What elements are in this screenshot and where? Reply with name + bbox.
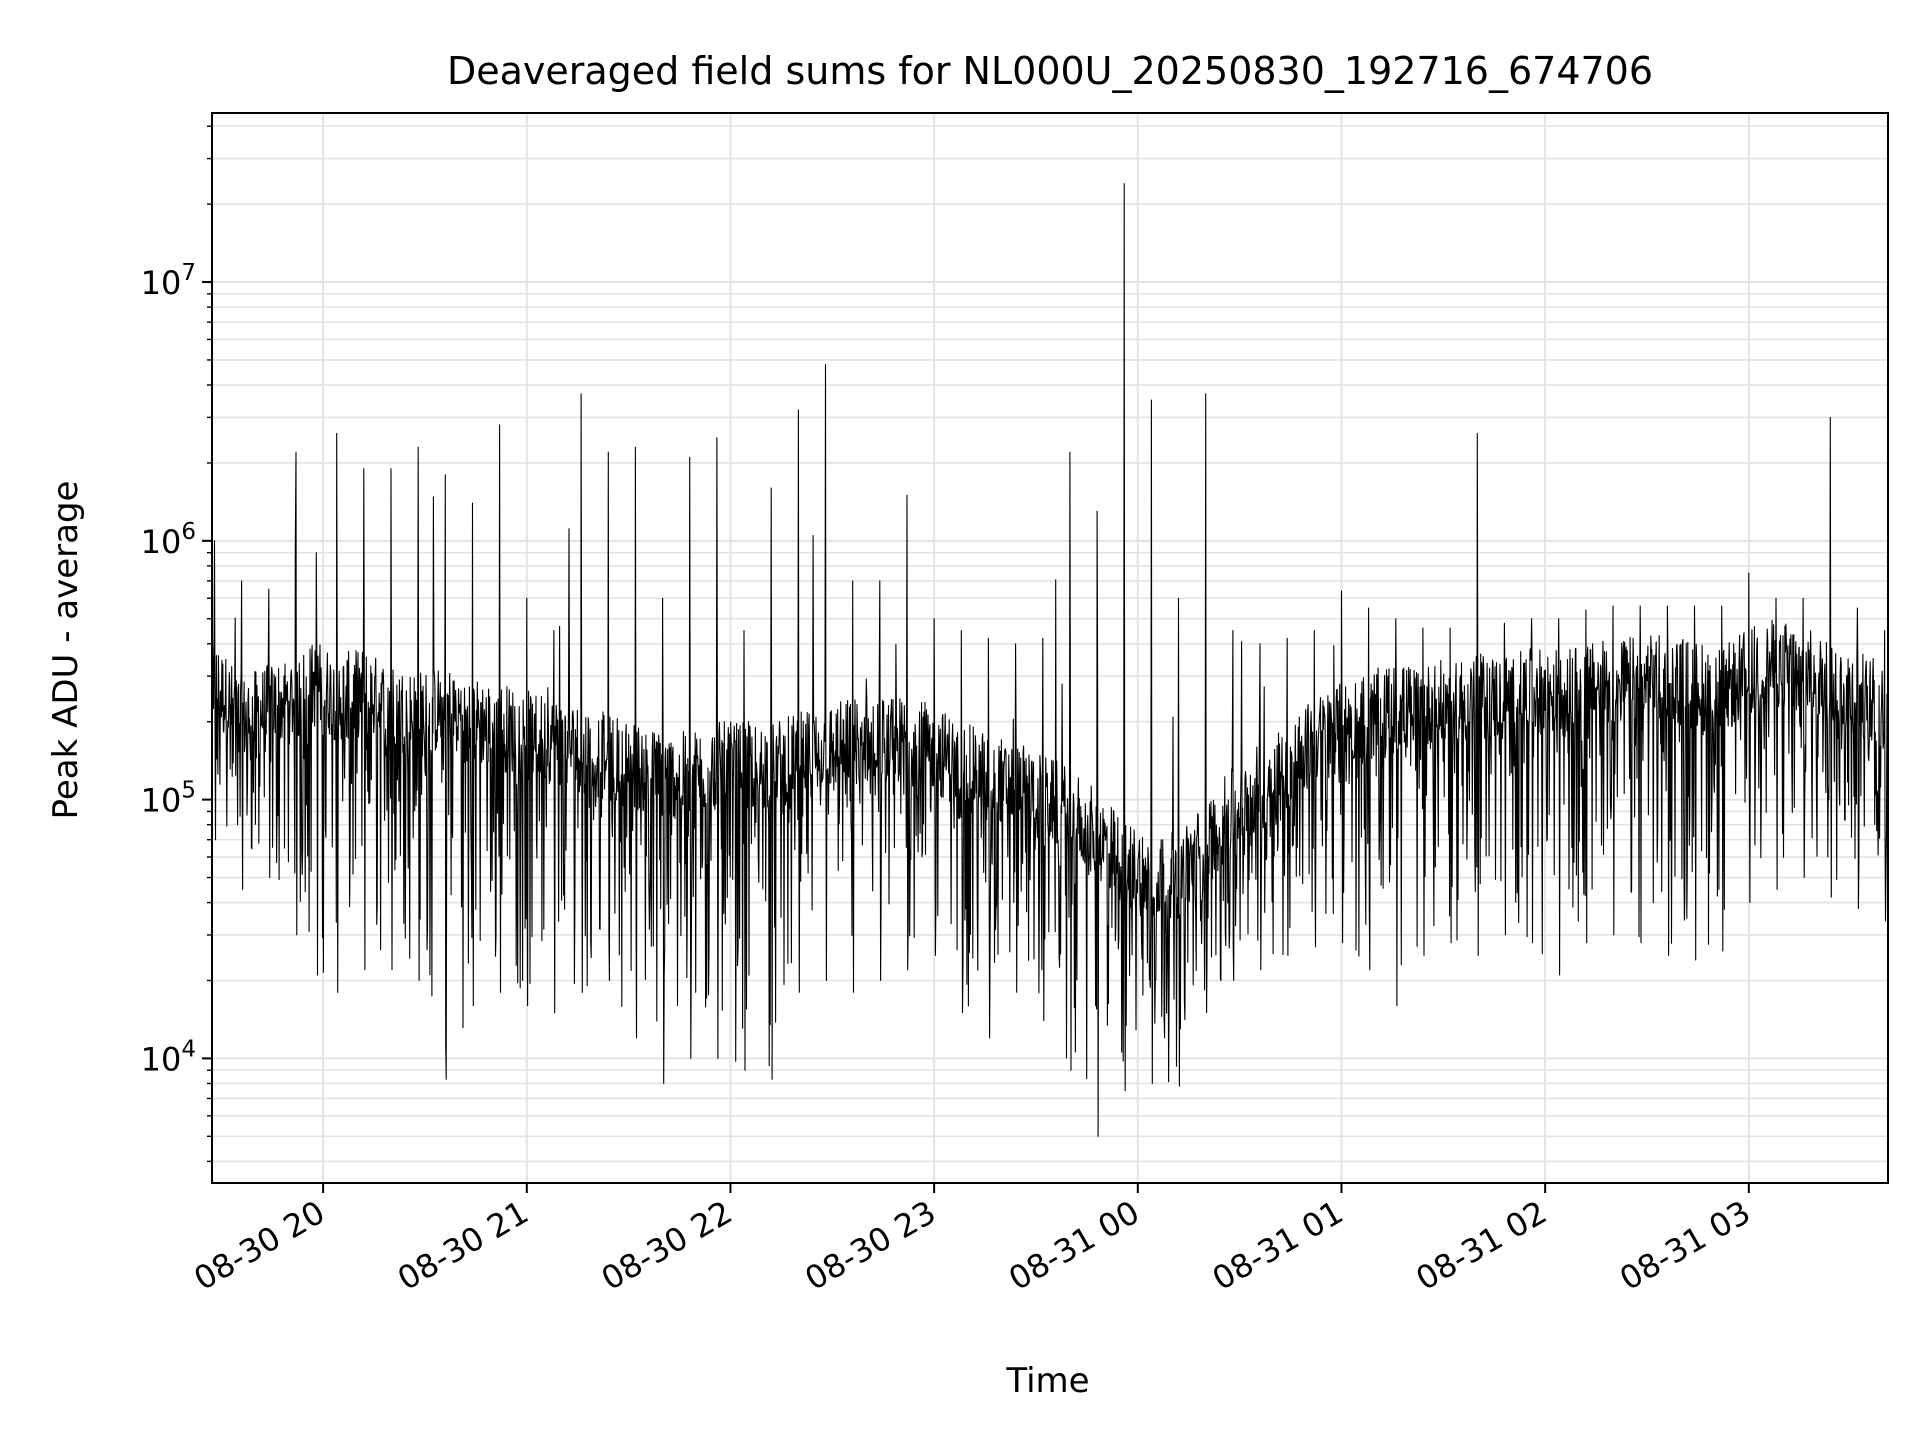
chart-title: Deaveraged field sums for NL000U_2025083… [447, 49, 1653, 93]
series-trace [211, 183, 1889, 1137]
y-axis-label: Peak ADU - average [46, 481, 86, 820]
y-tick-label: 104 [141, 1036, 196, 1078]
series-line [211, 183, 1889, 1137]
plot-frame [211, 112, 1889, 1184]
grid [212, 113, 1888, 1183]
x-axis-label: Time [1005, 1361, 1089, 1401]
